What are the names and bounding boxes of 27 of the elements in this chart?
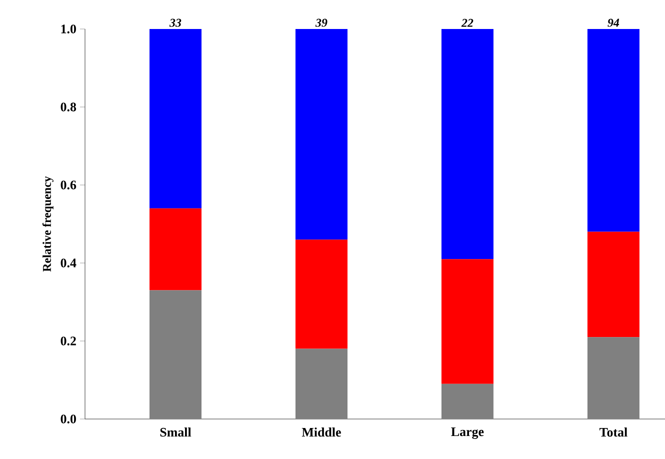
x-tick-label: Small — [160, 428, 192, 437]
bar — [150, 208, 202, 290]
bar — [295, 240, 348, 349]
x-tick-label: Middle — [302, 428, 341, 437]
y-axis-title: Relative frequency — [42, 176, 54, 272]
annotation: 22 — [461, 18, 474, 27]
bar — [441, 259, 494, 384]
y-tick-label: 0.6 — [60, 180, 76, 190]
y-tick-label: 1.0 — [61, 24, 76, 34]
bar — [150, 290, 202, 419]
annotation: 33 — [169, 18, 182, 27]
y-tick-label: 0.2 — [60, 336, 76, 346]
y-tick-label: 0.4 — [60, 258, 76, 268]
bar — [441, 384, 494, 419]
y-tick-label: 0.0 — [60, 414, 76, 424]
y-tick-label: 0.8 — [60, 102, 76, 112]
bar — [441, 28, 494, 260]
bar — [150, 28, 202, 208]
bar — [587, 337, 640, 419]
bar — [587, 28, 640, 232]
x-tick-label: Large — [451, 428, 484, 439]
x-tick-label: Total — [600, 428, 628, 437]
annotation: 39 — [315, 18, 328, 27]
bar — [587, 232, 640, 338]
annotation: 94 — [608, 18, 620, 27]
bar — [295, 348, 348, 419]
bar — [295, 28, 348, 240]
